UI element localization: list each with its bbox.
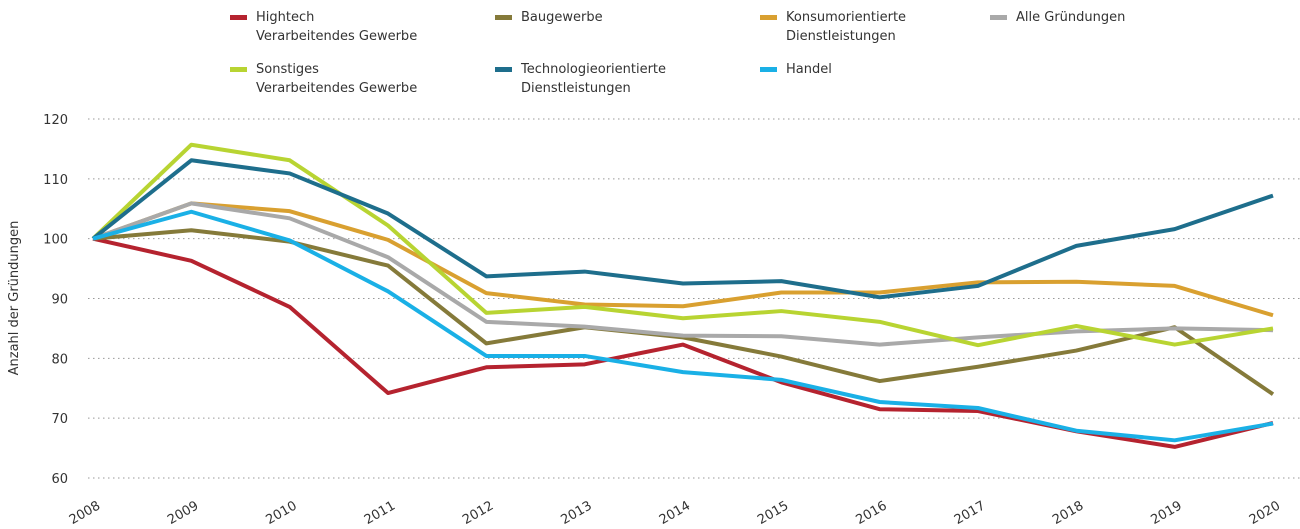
series-line	[92, 201, 1274, 347]
y-tick-label: 70	[51, 412, 68, 427]
legend-label: Technologieorientierte Dienstleistungen	[521, 62, 667, 96]
x-tick-label: 2008	[67, 498, 103, 528]
x-tick-label: 2011	[362, 498, 398, 528]
legend-item: Konsumorientierte Dienstleistungen	[760, 8, 906, 46]
legend-item: Handel	[760, 60, 832, 79]
legend-item: Baugewerbe	[495, 8, 603, 27]
x-tick-label: 2013	[559, 498, 595, 528]
series-line	[91, 158, 1274, 300]
x-tick-label: 2012	[460, 498, 496, 528]
y-tick-label: 90	[51, 293, 68, 308]
x-tick-label: 2014	[657, 498, 693, 528]
x-tick-label: 2020	[1247, 498, 1283, 528]
y-tick-label: 100	[43, 233, 68, 248]
x-tick-label: 2009	[165, 498, 201, 528]
series-line	[92, 209, 1274, 443]
legend-label: Handel	[786, 62, 832, 77]
legend-swatch	[760, 15, 777, 20]
legend-item: Hightech Verarbeitendes Gewerbe	[230, 8, 417, 46]
legend-item: Alle Gründungen	[990, 8, 1125, 27]
series-line	[92, 236, 1274, 449]
legend-item: Sonstiges Verarbeitendes Gewerbe	[230, 60, 417, 98]
y-axis-label: Anzahl der Gründungen	[7, 221, 22, 376]
y-tick-label: 110	[43, 173, 68, 188]
x-tick-label: 2018	[1050, 498, 1086, 528]
legend-swatch	[990, 15, 1007, 20]
legend-label: Alle Gründungen	[1016, 10, 1126, 25]
legend-label: Sonstiges Verarbeitendes Gewerbe	[256, 62, 418, 96]
x-tick-label: 2019	[1149, 498, 1185, 528]
series-line	[92, 201, 1274, 318]
legend-swatch	[230, 15, 247, 20]
x-tick-label: 2010	[264, 498, 300, 528]
legend-label: Konsumorientierte Dienstleistungen	[786, 10, 907, 44]
legend-swatch	[495, 15, 512, 20]
x-tick-label: 2016	[854, 498, 890, 528]
legend-label: Hightech Verarbeitendes Gewerbe	[256, 10, 418, 44]
legend-swatch	[495, 67, 512, 72]
x-tick-label: 2015	[755, 498, 791, 528]
series-line	[91, 142, 1274, 348]
legend-label: Baugewerbe	[521, 10, 603, 25]
y-tick-label: 120	[43, 113, 68, 128]
y-tick-label: 80	[51, 352, 68, 367]
legend-swatch	[760, 67, 777, 72]
x-tick-label: 2017	[952, 498, 988, 528]
y-tick-label: 60	[51, 472, 68, 487]
legend-item: Technologieorientierte Dienstleistungen	[495, 60, 666, 98]
series-line	[92, 228, 1275, 396]
legend-swatch	[230, 67, 247, 72]
